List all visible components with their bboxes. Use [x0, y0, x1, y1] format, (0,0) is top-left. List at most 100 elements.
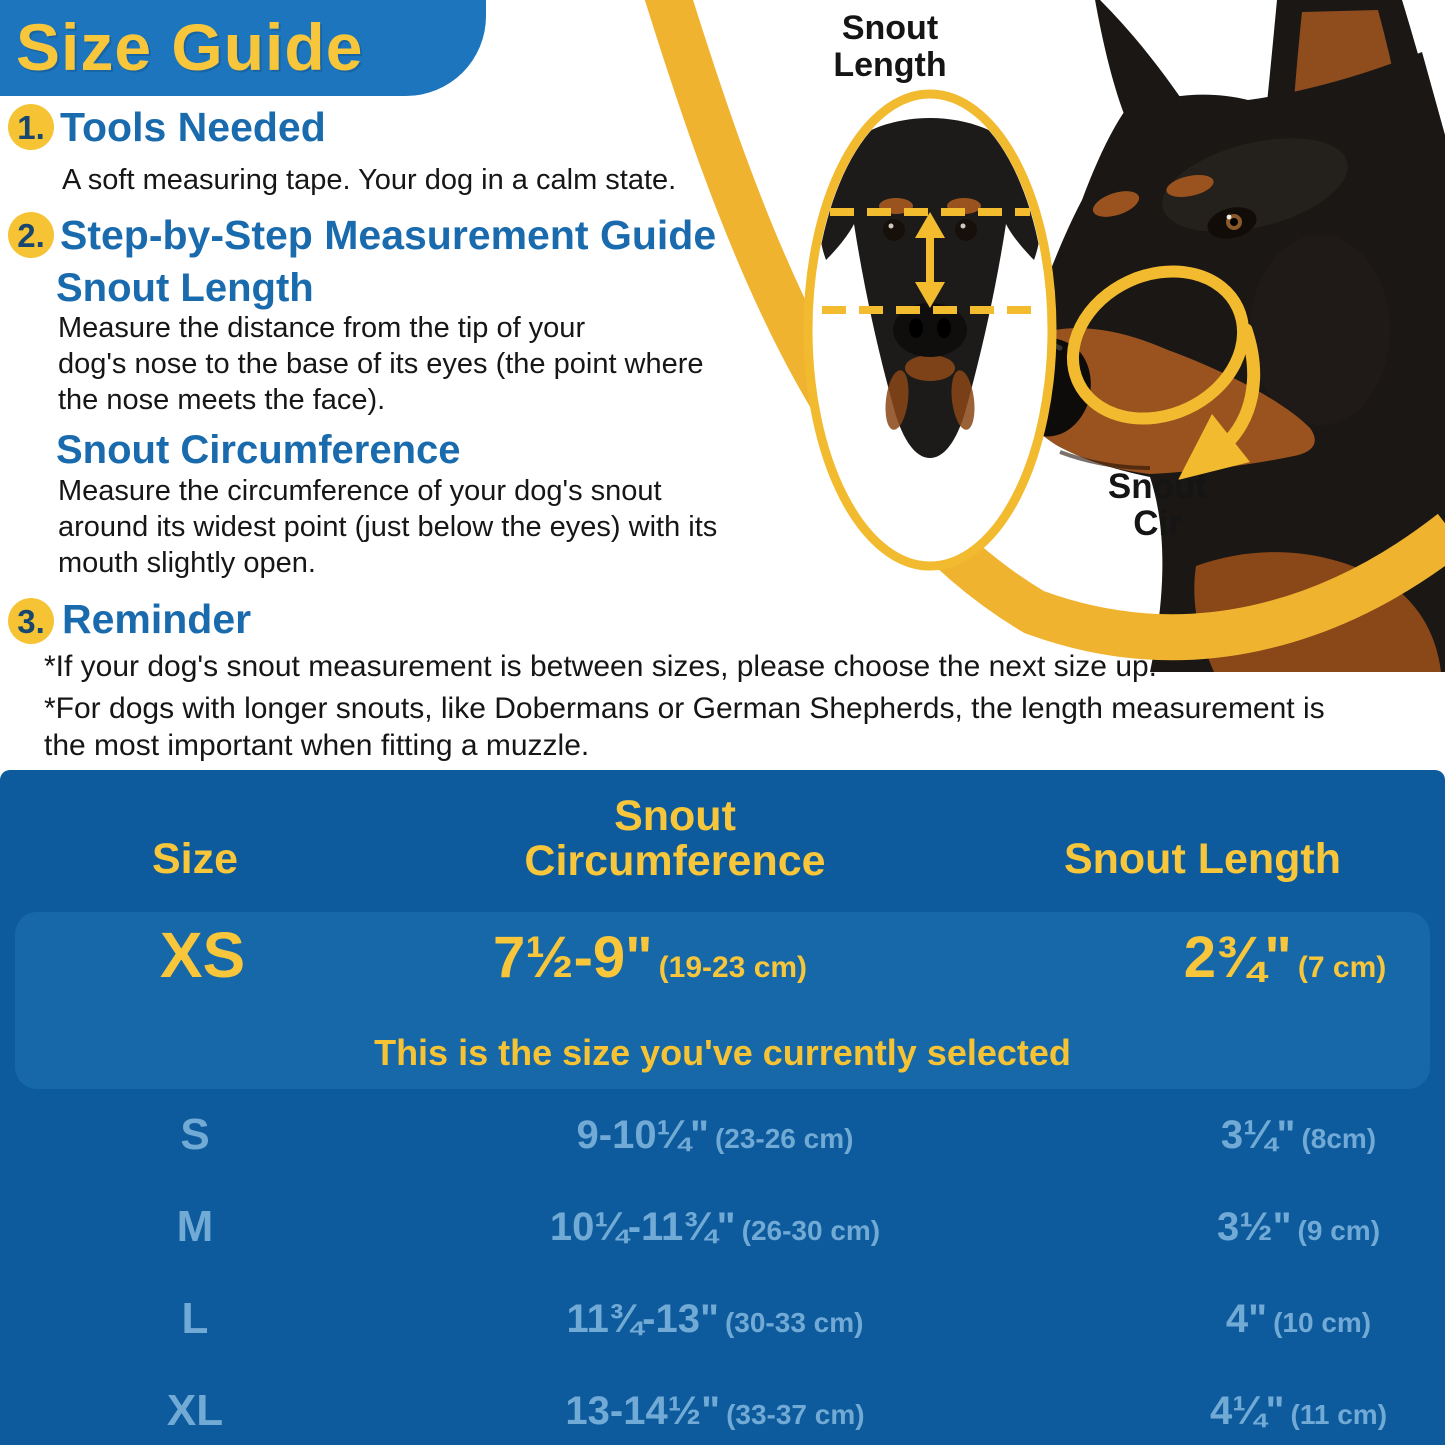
circumference-cm: (30-33 cm): [724, 1306, 864, 1338]
circumference-cell: 11¾-13" (30-33 cm): [390, 1297, 1040, 1342]
snout-length-line2: dog's nose to the base of its eyes (the …: [58, 348, 704, 380]
length-value: 2¾": [1183, 925, 1292, 990]
length-cell: 4¼" (11 cm): [1096, 1389, 1445, 1434]
snout-length-paragraph: Measure the distance from the tip of you…: [58, 310, 704, 418]
circumference-value: 11¾-13": [566, 1296, 719, 1341]
snout-length-subheading: Snout Length: [56, 266, 314, 310]
table-row-l: L 11¾-13" (30-33 cm) 4" (10 cm): [0, 1273, 1445, 1365]
yellow-swoosh: [644, 0, 1445, 661]
size-cell: L: [181, 1294, 209, 1343]
right-brow-spot: [1166, 175, 1214, 197]
reminder-note1: *If your dog's snout measurement is betw…: [44, 650, 1158, 683]
length-cell: 4" (10 cm): [1096, 1297, 1445, 1342]
snout-cir-diagram-label: Snout Cir: [1050, 468, 1265, 542]
inset-chin-tan: [905, 355, 955, 381]
length-cell: 3½" (9 cm): [1096, 1205, 1445, 1250]
length-cell: 3¼" (8cm): [1096, 1113, 1445, 1158]
table-row-xl: XL 13-14½" (33-37 cm) 4¼" (11 cm): [0, 1365, 1445, 1445]
circumference-cell: 9-10¼" (23-26 cm): [390, 1113, 1040, 1158]
step2-number-badge: 2.: [8, 212, 54, 258]
inset-right-nostril: [937, 318, 951, 338]
snout-length-line1: Measure the distance from the tip of you…: [58, 312, 586, 344]
length-cm: (11 cm): [1290, 1398, 1388, 1430]
length-value: 4¼": [1209, 1388, 1285, 1433]
step1-number-badge: 1.: [8, 104, 54, 150]
inset-left-nostril: [909, 318, 923, 338]
cheek-sheen: [1250, 235, 1390, 425]
instructions: 1. Tools Needed A soft measuring tape. Y…: [0, 0, 1325, 770]
inset-left-eye: [883, 219, 905, 241]
header-circumference-line2: Circumference: [524, 837, 826, 885]
eye: [1207, 207, 1257, 239]
circumference-cell: 13-14½" (33-37 cm): [390, 1389, 1040, 1434]
circumference-cm: (33-37 cm): [726, 1398, 865, 1430]
title-banner: Size Guide: [0, 0, 486, 96]
left-brow-spot: [1092, 191, 1140, 217]
snout-cir-label-line1: Snout: [1107, 467, 1208, 506]
step2-heading: Step-by-Step Measurement Guide: [60, 212, 717, 258]
inset-nose: [893, 303, 967, 357]
inset-right-eye-glint: [960, 223, 966, 229]
table-row-xs: XS 7½-9" (19-23 cm) 2¾" (7 cm): [15, 912, 1430, 1030]
step1-heading: Tools Needed: [60, 104, 326, 150]
circumference-cm: (26-30 cm): [741, 1214, 881, 1246]
size-cell: S: [180, 1110, 210, 1159]
snout-circumference-line1: Measure the circumference of your dog's …: [58, 475, 662, 507]
circumference-cm: (23-26 cm): [714, 1122, 854, 1154]
table-row-s: S 9-10¼" (23-26 cm) 3¼" (8cm): [0, 1089, 1445, 1181]
length-value: 3¼": [1220, 1112, 1296, 1157]
selected-size-card: XS 7½-9" (19-23 cm) 2¾" (7 cm) This is t…: [15, 912, 1430, 1089]
inset-muzzle-tan-right: [951, 370, 975, 430]
size-cell: M: [176, 1202, 214, 1251]
snout-cir-arrow: [1178, 323, 1261, 480]
size-cell: XL: [166, 1386, 224, 1435]
dog-measurement-illustration: [644, 0, 1445, 672]
snout-length-inset: [803, 89, 1057, 571]
snout-length-label-line1: Snout: [841, 9, 939, 47]
snout-circumference-subheading: Snout Circumference: [56, 428, 461, 472]
table-header-row: Size Snout Circumference Snout Length: [0, 770, 1445, 884]
length-arrow: [915, 212, 945, 308]
snout-circumference-line2: around its widest point (just below the …: [58, 511, 718, 543]
selected-size-note: This is the size you've currently select…: [374, 1032, 1071, 1073]
snout-cir-label-line2: Cir: [1133, 504, 1182, 543]
page-title: Size Guide: [16, 10, 364, 84]
snout-length-label-line2: Length: [833, 46, 947, 84]
circumference-value: 9-10¼": [576, 1112, 709, 1157]
header-circumference: Snout Circumference: [350, 794, 1000, 884]
circumference-cell: 7½-9" (19-23 cm): [325, 924, 975, 991]
mouth-line: [1059, 450, 1151, 470]
forehead-sheen: [1162, 138, 1348, 232]
circumference-cell: 10¼-11¾" (26-30 cm): [390, 1205, 1040, 1250]
step1-body: A soft measuring tape. Your dog in a cal…: [62, 164, 677, 196]
reminder-note2-line1: *For dogs with longer snouts, like Dober…: [44, 692, 1325, 725]
circumference-value: 10¼-11¾": [549, 1204, 736, 1249]
step3-number-badge: 3.: [8, 598, 54, 644]
length-cm: (10 cm): [1273, 1306, 1372, 1338]
snout-length-line3: the nose meets the face).: [58, 384, 386, 416]
other-size-rows: S 9-10¼" (23-26 cm) 3¼" (8cm) M 10¼-11¾"…: [0, 1089, 1445, 1445]
length-cm: (8cm): [1301, 1122, 1377, 1154]
length-cm: (7 cm): [1297, 951, 1387, 984]
inset-muzzle-tan-left: [885, 370, 909, 430]
inset-left-eye-glint: [888, 223, 894, 229]
left-ear: [1095, 0, 1198, 124]
length-cm: (9 cm): [1297, 1214, 1381, 1246]
circumference-value: 7½-9": [492, 925, 653, 990]
header-length: Snout Length: [1063, 835, 1342, 883]
length-value: 3½": [1216, 1204, 1292, 1249]
snout-circumference-paragraph: Measure the circumference of your dog's …: [58, 473, 717, 581]
header-circumference-line1: Snout: [614, 792, 736, 840]
reminder-note2-line2: the most important when fitting a muzzle…: [44, 729, 590, 762]
inset-right-eye: [955, 219, 977, 241]
circumference-value: 13-14½": [565, 1388, 721, 1433]
header-size: Size: [151, 835, 239, 883]
size-cell: XS: [159, 919, 246, 991]
circumference-cm: (19-23 cm): [658, 951, 808, 984]
table-row-m: M 10¼-11¾" (26-30 cm) 3½" (9 cm): [0, 1181, 1445, 1273]
snout-length-diagram-label: Snout Length: [780, 10, 1000, 84]
snout-circumference-line3: mouth slightly open.: [58, 547, 316, 579]
length-value: 4": [1225, 1296, 1268, 1341]
step3-heading: Reminder: [62, 596, 252, 642]
